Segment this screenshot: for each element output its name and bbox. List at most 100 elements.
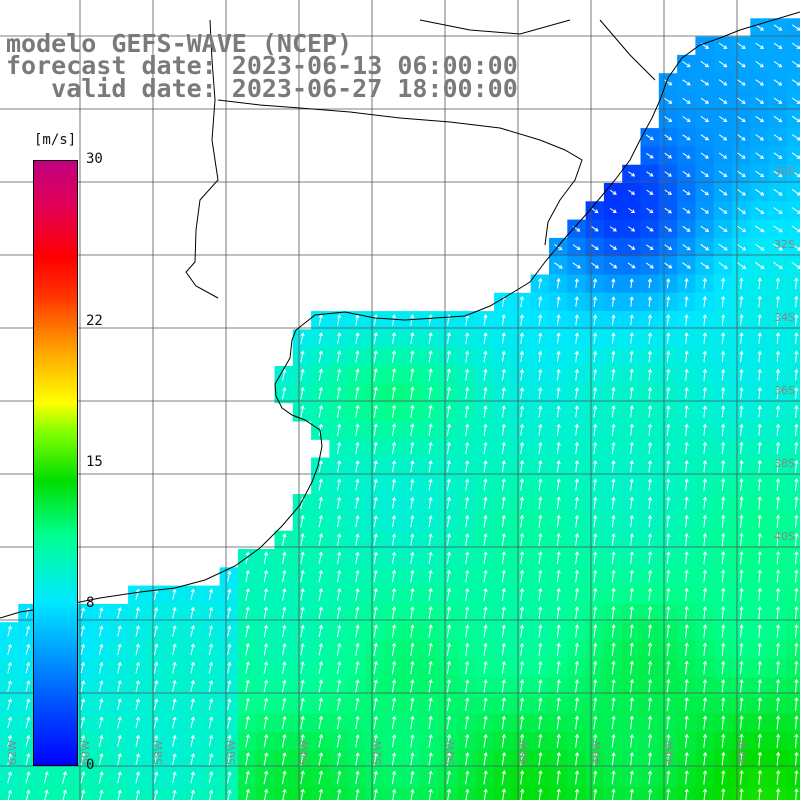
wind-arrow [609,226,617,232]
wind-arrow [703,278,706,289]
wind-arrow [373,625,377,638]
wind-arrow [391,643,395,656]
wind-arrow [263,716,268,730]
wind-arrow [703,515,706,528]
wind-arrow [646,189,653,195]
wind-arrow [685,698,688,712]
wind-arrow-head [629,770,634,775]
wind-arrow-head [593,441,598,446]
wind-cell [786,274,800,294]
wind-arrow-head [501,405,506,410]
wind-arrow-head [135,716,141,721]
wind-arrow-head [666,405,671,410]
wind-arrow-head [556,314,561,319]
wind-cell [786,91,800,111]
wind-arrow-head [410,386,415,391]
wind-arrow [355,680,359,693]
wind-arrow [355,387,359,400]
wind-arrow-head [410,606,415,611]
wind-arrow [446,625,450,638]
wind-arrow-head [227,679,232,684]
wind-arrow [630,387,633,400]
wind-arrow [685,460,688,473]
wind-arrow-head [337,551,342,556]
wind-arrow [428,625,432,638]
wind-arrow [428,679,432,693]
wind-arrow [318,315,322,326]
wind-arrow-head [300,569,305,574]
wind-arrow-head [428,587,433,592]
wind-arrow-head [483,496,488,501]
wind-arrow [740,679,743,693]
wind-arrow [575,643,578,656]
wind-arrow-head [501,551,506,556]
wind-arrow [483,570,487,583]
wind-arrow-head [721,605,726,611]
wind-arrow [208,625,213,637]
wind-arrow-head [574,441,580,446]
wind-arrow-head [373,404,378,409]
wind-cell [786,402,800,422]
wind-arrow [755,97,764,104]
wind-arrow [281,716,286,730]
wind-arrow-head [227,752,232,757]
wind-arrow [776,478,779,491]
wind-arrow [446,515,450,528]
wind-arrow-head [282,624,287,629]
wind-arrow [410,369,414,382]
wind-arrow [336,680,341,693]
wind-arrow [300,716,304,730]
wind-arrow-head [172,698,177,703]
wind-cell [786,732,800,751]
wind-arrow-head [355,715,360,720]
wind-arrow [501,515,505,528]
wind-arrow [391,405,395,418]
wind-arrow [703,570,706,583]
wind-arrow-head [172,789,177,794]
wind-arrow [300,662,304,674]
wind-arrow-head [776,496,781,501]
wind-arrow [428,789,432,800]
wind-arrow-head [282,606,287,611]
wind-arrow-head [154,661,159,666]
wind-arrow [664,97,672,104]
wind-arrow [373,534,377,546]
wind-arrow [483,771,487,785]
wind-arrow [721,406,724,418]
wind-arrow-head [739,368,744,373]
wind-arrow [501,387,505,399]
wind-arrow-head [684,642,689,647]
wind-arrow-head [574,715,580,720]
wind-arrow [575,588,578,601]
wind-arrow-head [117,625,122,630]
wind-arrow-head [391,314,397,319]
wind-arrow [153,589,158,601]
wind-arrow [336,698,341,711]
wind-arrow [538,734,542,748]
wind-arrow-head [721,770,726,775]
wind-arrow-head [538,697,543,702]
wind-arrow [593,570,596,583]
wind-arrow-head [428,770,433,775]
wind-arrow-head [629,697,634,702]
wind-arrow-head [556,788,561,793]
wind-arrow-head [647,423,653,428]
wind-arrow [664,152,672,159]
wind-arrow-head [501,332,506,337]
wind-arrow-head [666,715,671,720]
wind-arrow [721,770,725,785]
wind-arrow [483,680,487,693]
wind-arrow [520,552,523,565]
wind-arrow-head [538,642,543,647]
wind-arrow [666,771,670,785]
wind-arrow-head [373,587,378,592]
wind-arrow [648,460,651,473]
wind-arrow-head [778,210,783,214]
wind-arrow [575,479,578,491]
wind-arrow [630,606,633,620]
wind-arrow-head [757,769,763,774]
wind-arrow-head [702,532,708,537]
wind-arrow-head [81,734,86,739]
wind-arrow-head [519,532,525,538]
wind-arrow-head [648,715,653,720]
